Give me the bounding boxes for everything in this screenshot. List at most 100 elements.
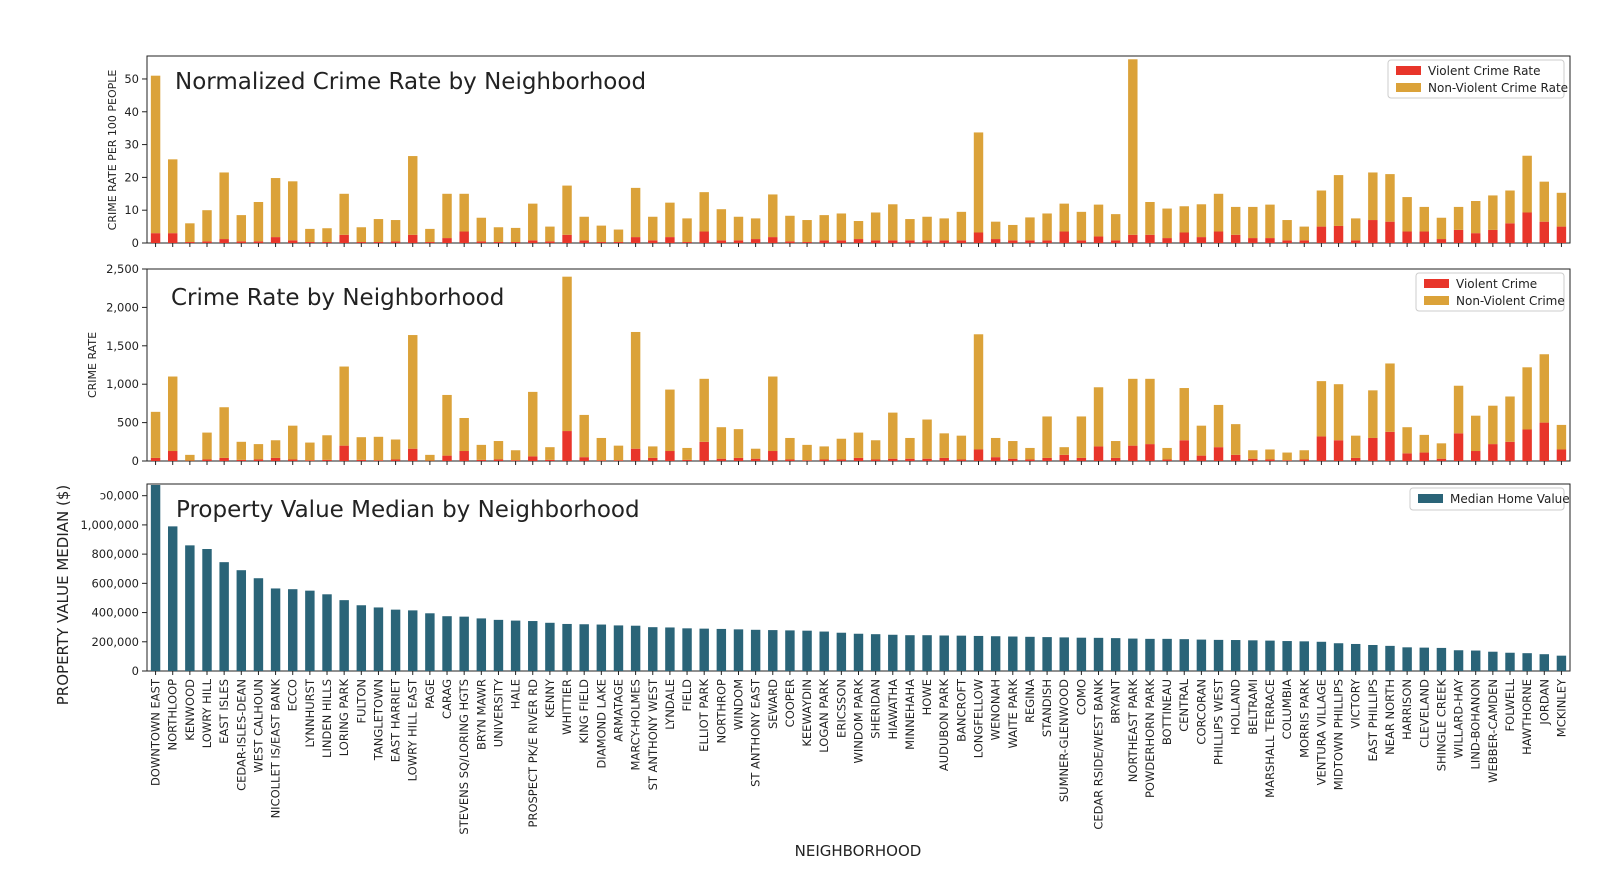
p3-bar-home-value [202, 549, 212, 671]
x-tick-label: BRYANT [1109, 678, 1123, 724]
p1-bar-violent [1025, 240, 1035, 243]
p1-bar-violent [1008, 240, 1018, 243]
p1-bar-nonviolent [1110, 214, 1121, 241]
p2-bar-nonviolent [1093, 387, 1104, 447]
p3-bar-home-value [1059, 637, 1069, 671]
p1-bar-nonviolent [1059, 203, 1069, 232]
p2-bar-nonviolent [1076, 416, 1087, 458]
p2-bar-violent [322, 459, 332, 461]
p3-bar-home-value [390, 609, 401, 671]
x-tick-label: CARAG [440, 679, 454, 719]
p1-bar-violent [545, 241, 555, 243]
p1-bar-violent [1522, 212, 1532, 243]
p3-bar-home-value [1436, 647, 1447, 671]
p2-ytick-label: 0 [132, 454, 139, 468]
x-tick-label: PHILLIPS WEST [1212, 678, 1226, 765]
p3-ytick-label: 800,000 [91, 547, 139, 561]
x-tick-label: COLUMBIA [1280, 679, 1294, 740]
p1-bar-violent [733, 240, 744, 243]
p2-bar-violent [716, 458, 727, 461]
p1-bar-nonviolent [305, 228, 315, 243]
p1-bar-nonviolent [1402, 197, 1412, 232]
x-tick-label: STEVENS SQ/LORING HGTS [457, 679, 471, 835]
x-tick-label: CEDAR-ISLES-DEAN [234, 679, 248, 791]
x-tick-label: CLEVELAND [1417, 679, 1431, 748]
panel1-legend-label-violent: Violent Crime Rate [1428, 64, 1541, 78]
p2-bar-nonviolent [1059, 447, 1069, 455]
p2-bar-nonviolent [973, 334, 984, 450]
x-tick-label: MORRIS PARK [1297, 679, 1311, 758]
p3-bar-home-value [562, 623, 572, 671]
p2-bar-violent [1213, 447, 1224, 461]
p2-bar-nonviolent [1556, 424, 1567, 450]
p1-bar-violent [1145, 234, 1155, 243]
p1-bar-nonviolent [270, 178, 281, 238]
p2-bar-violent [905, 458, 915, 461]
panel2-legend: Violent Crime Non-Violent Crime [1415, 272, 1565, 312]
p3-bar-home-value [939, 635, 949, 671]
p1-bar-violent [1059, 231, 1069, 243]
p1-bar-violent [579, 240, 589, 243]
p2-bar-violent [1316, 436, 1327, 461]
x-tick-label: KEEWAYDIN [800, 679, 814, 747]
p2-bar-violent [1145, 444, 1155, 461]
p2-bar-nonviolent [1436, 443, 1447, 459]
p2-bar-violent [1025, 459, 1035, 461]
p3-bar-home-value [168, 526, 178, 671]
p2-bar-violent [373, 460, 384, 461]
p2-bar-violent [356, 459, 367, 461]
p2-bar-violent [1470, 451, 1481, 461]
p1-bar-nonviolent [442, 193, 452, 239]
p3-bar-home-value [648, 627, 658, 671]
p2-bar-violent [1368, 437, 1378, 461]
p2-bar-violent [305, 460, 315, 461]
p2-bar-violent [1282, 460, 1292, 461]
panel3-legend-swatch-home-value [1418, 494, 1443, 503]
p1-bar-violent [853, 239, 864, 243]
panel-crime-rate: 0 500 1,000 1,500 2,000 2,500 Crime Rate by N… [86, 262, 1571, 468]
x-tick-label: SHINGLE CREEK [1434, 679, 1448, 772]
panel1-ylabel: CRIME RATE PER 100 PEOPLE [106, 70, 119, 231]
p3-bar-home-value [922, 635, 932, 671]
p1-bar-violent [1505, 223, 1515, 243]
p3-bar-home-value [493, 619, 504, 671]
p1-bar-violent [493, 242, 504, 243]
x-tick-label: CEDAR RSIDE/WEST BANK [1092, 679, 1106, 830]
p1-bar-violent [630, 237, 641, 243]
p2-bar-violent [888, 458, 898, 461]
p2-bar-violent [1128, 445, 1138, 461]
p1-bar-violent [1110, 240, 1121, 243]
p3-bar-home-value [510, 620, 521, 671]
p2-bar-nonviolent [990, 437, 1001, 458]
p2-bar-violent [630, 448, 641, 461]
p2-bar-nonviolent [408, 335, 418, 449]
p1-bar-nonviolent [356, 227, 367, 243]
p1-bar-nonviolent [1179, 206, 1189, 233]
x-tick-label: DOWNTOWN EAST [149, 678, 163, 786]
p1-bar-nonviolent [785, 215, 795, 242]
p1-bar-nonviolent [750, 218, 761, 240]
p3-bar-home-value [956, 635, 967, 671]
p1-bar-violent [1248, 238, 1258, 243]
p2-bar-nonviolent [1230, 424, 1241, 455]
x-tick-label: HARRISON [1400, 679, 1414, 740]
x-tick-label: PAGE [423, 679, 437, 709]
p3-bar-home-value [1179, 639, 1189, 671]
p3-bar-home-value [425, 613, 435, 671]
p3-bar-home-value [305, 590, 315, 671]
p3-bar-home-value [905, 635, 915, 671]
p1-bar-nonviolent [973, 132, 984, 233]
p2-bar-violent [1042, 457, 1052, 461]
p1-bar-nonviolent [408, 156, 418, 235]
p2-bar-violent [339, 445, 349, 461]
p2-bar-violent [1333, 440, 1344, 461]
p1-bar-nonviolent [185, 223, 195, 243]
p2-bar-nonviolent [1333, 384, 1344, 441]
p2-bar-nonviolent [665, 389, 675, 452]
p3-bar-home-value [442, 616, 452, 671]
panel1-yaxis: 0 10 20 30 40 50 [124, 72, 1562, 250]
x-tick-label: COMO [1074, 679, 1088, 715]
p2-bar-nonviolent [613, 445, 624, 461]
p1-bar-violent [510, 242, 521, 243]
p1-bar-nonviolent [1230, 206, 1241, 235]
